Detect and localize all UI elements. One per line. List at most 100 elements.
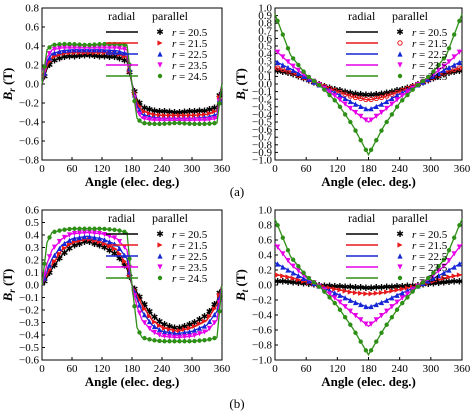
series-marker-0: ✱: [331, 84, 339, 94]
series-marker-4: [420, 78, 426, 84]
series-marker-4: [117, 228, 122, 233]
y-tick-label: 0.1: [258, 71, 272, 83]
series-marker-0: ✱: [435, 71, 443, 81]
series-marker-2: [451, 62, 457, 68]
series-marker-4: [177, 339, 182, 344]
series-marker-4: [102, 41, 107, 47]
series-marker-3: [46, 254, 53, 260]
series-marker-4: [132, 304, 137, 309]
y-tick-label: −0.2: [252, 94, 272, 106]
series-marker-3: [51, 244, 58, 250]
series-marker-2: [211, 312, 218, 318]
series-marker-4: [322, 87, 327, 92]
series-marker-3: [451, 251, 457, 257]
plots-layer: 0 60 120 180 240 300 360 −0.8 −0.6 −0.4 −0.2 0.0 0.2…: [0, 3, 471, 390]
y-tick-label: 0.6: [25, 22, 39, 34]
series-marker-3: [121, 244, 128, 250]
y-axis-label: Bt (T): [233, 269, 250, 302]
series-marker-2: [71, 235, 78, 241]
series-marker-3: [326, 89, 333, 95]
series-marker-2: [337, 92, 343, 98]
series-line-4: [41, 43, 223, 125]
series-marker-3: [111, 45, 118, 51]
series-marker-4: [379, 330, 384, 336]
series-marker-1: [456, 65, 463, 71]
series-marker-3: [394, 299, 400, 305]
y-tick-label: 0.4: [258, 250, 272, 262]
series-marker-3: [399, 295, 405, 301]
series-marker-0: ✱: [96, 240, 104, 250]
legend-header-parallel: parallel: [152, 211, 189, 225]
series-marker-0: ✱: [352, 89, 360, 99]
series-marker-3: [156, 117, 163, 123]
series-marker-0: ✱: [341, 282, 349, 292]
series-marker-0: ✱: [388, 282, 396, 292]
series-marker-4: [197, 121, 202, 127]
series-marker-2: [430, 275, 437, 281]
series-marker-2: [156, 327, 163, 333]
series-marker-4: [400, 98, 405, 103]
series-marker-1: [161, 112, 168, 118]
series-marker-4: [137, 330, 142, 335]
series-marker-4: [290, 257, 296, 262]
y-axis-label: Br (T): [0, 269, 17, 303]
series-marker-3: [96, 230, 103, 237]
series-marker-1: [352, 94, 359, 101]
y-tick-label: −0.6: [252, 124, 272, 136]
series-marker-1: [201, 111, 208, 118]
series-marker-0: ✱: [295, 278, 303, 288]
y-tick-label: −0.5: [252, 117, 272, 129]
series-marker-4: [316, 284, 322, 289]
series-marker-4: [327, 92, 332, 98]
series-marker-1: [196, 321, 203, 327]
series-marker-0: ✱: [367, 283, 375, 293]
series-marker-2: [151, 323, 158, 330]
series-marker-1: [196, 112, 203, 118]
series-marker-3: [274, 49, 281, 55]
series-marker-0: ✱: [151, 312, 159, 322]
series-marker-0: ✱: [326, 281, 334, 291]
y-axis-label: Bt (T): [233, 68, 250, 101]
series-marker-1: [373, 95, 379, 102]
series-marker-0: ✱: [166, 107, 174, 117]
x-tick-label: 0: [272, 163, 278, 175]
series-marker-0: ✱: [440, 69, 448, 79]
series-marker-4: [368, 348, 374, 353]
series-marker-0: ✱: [191, 106, 199, 116]
series-marker-1: [274, 272, 281, 278]
series-marker-2: [378, 101, 385, 107]
series-marker-3: [56, 45, 63, 51]
series-marker-3: [116, 45, 123, 51]
series-marker-4: [436, 264, 441, 269]
series-marker-4: [172, 120, 177, 126]
series-marker-2: [86, 234, 93, 240]
series-marker-3: [66, 232, 73, 238]
series-marker-3: [274, 244, 281, 250]
series-marker-1: [363, 291, 369, 297]
y-tick-label: −0.6: [252, 325, 272, 337]
series-marker-0: ✱: [274, 276, 282, 286]
series-marker-0: ✱: [279, 277, 287, 287]
series-marker-2: [171, 330, 178, 336]
series-marker-4: [405, 295, 410, 300]
series-marker-3: [446, 59, 452, 65]
series-marker-4: [202, 121, 207, 127]
legend-marker-2: [397, 253, 403, 259]
legend-label-1: r = 21.5: [172, 240, 208, 252]
series-marker-0: ✱: [289, 69, 297, 79]
series-marker-3: [368, 117, 374, 123]
series-marker-4: [82, 42, 87, 48]
legend-marker-1: [157, 242, 163, 248]
y-tick-label: −0.7: [252, 132, 272, 144]
series-marker-0: ✱: [161, 320, 169, 330]
series-marker-4: [97, 42, 102, 47]
series-marker-3: [290, 63, 296, 69]
series-marker-4: [82, 226, 87, 231]
y-tick-label: 0.3: [258, 56, 272, 68]
series-marker-0: ✱: [81, 237, 89, 247]
series-marker-0: ✱: [61, 52, 69, 62]
legend-label-2: r = 22.5: [172, 251, 208, 263]
y-tick-label: 0.5: [25, 217, 39, 229]
series-marker-3: [337, 299, 343, 305]
series-marker-3: [186, 117, 193, 123]
